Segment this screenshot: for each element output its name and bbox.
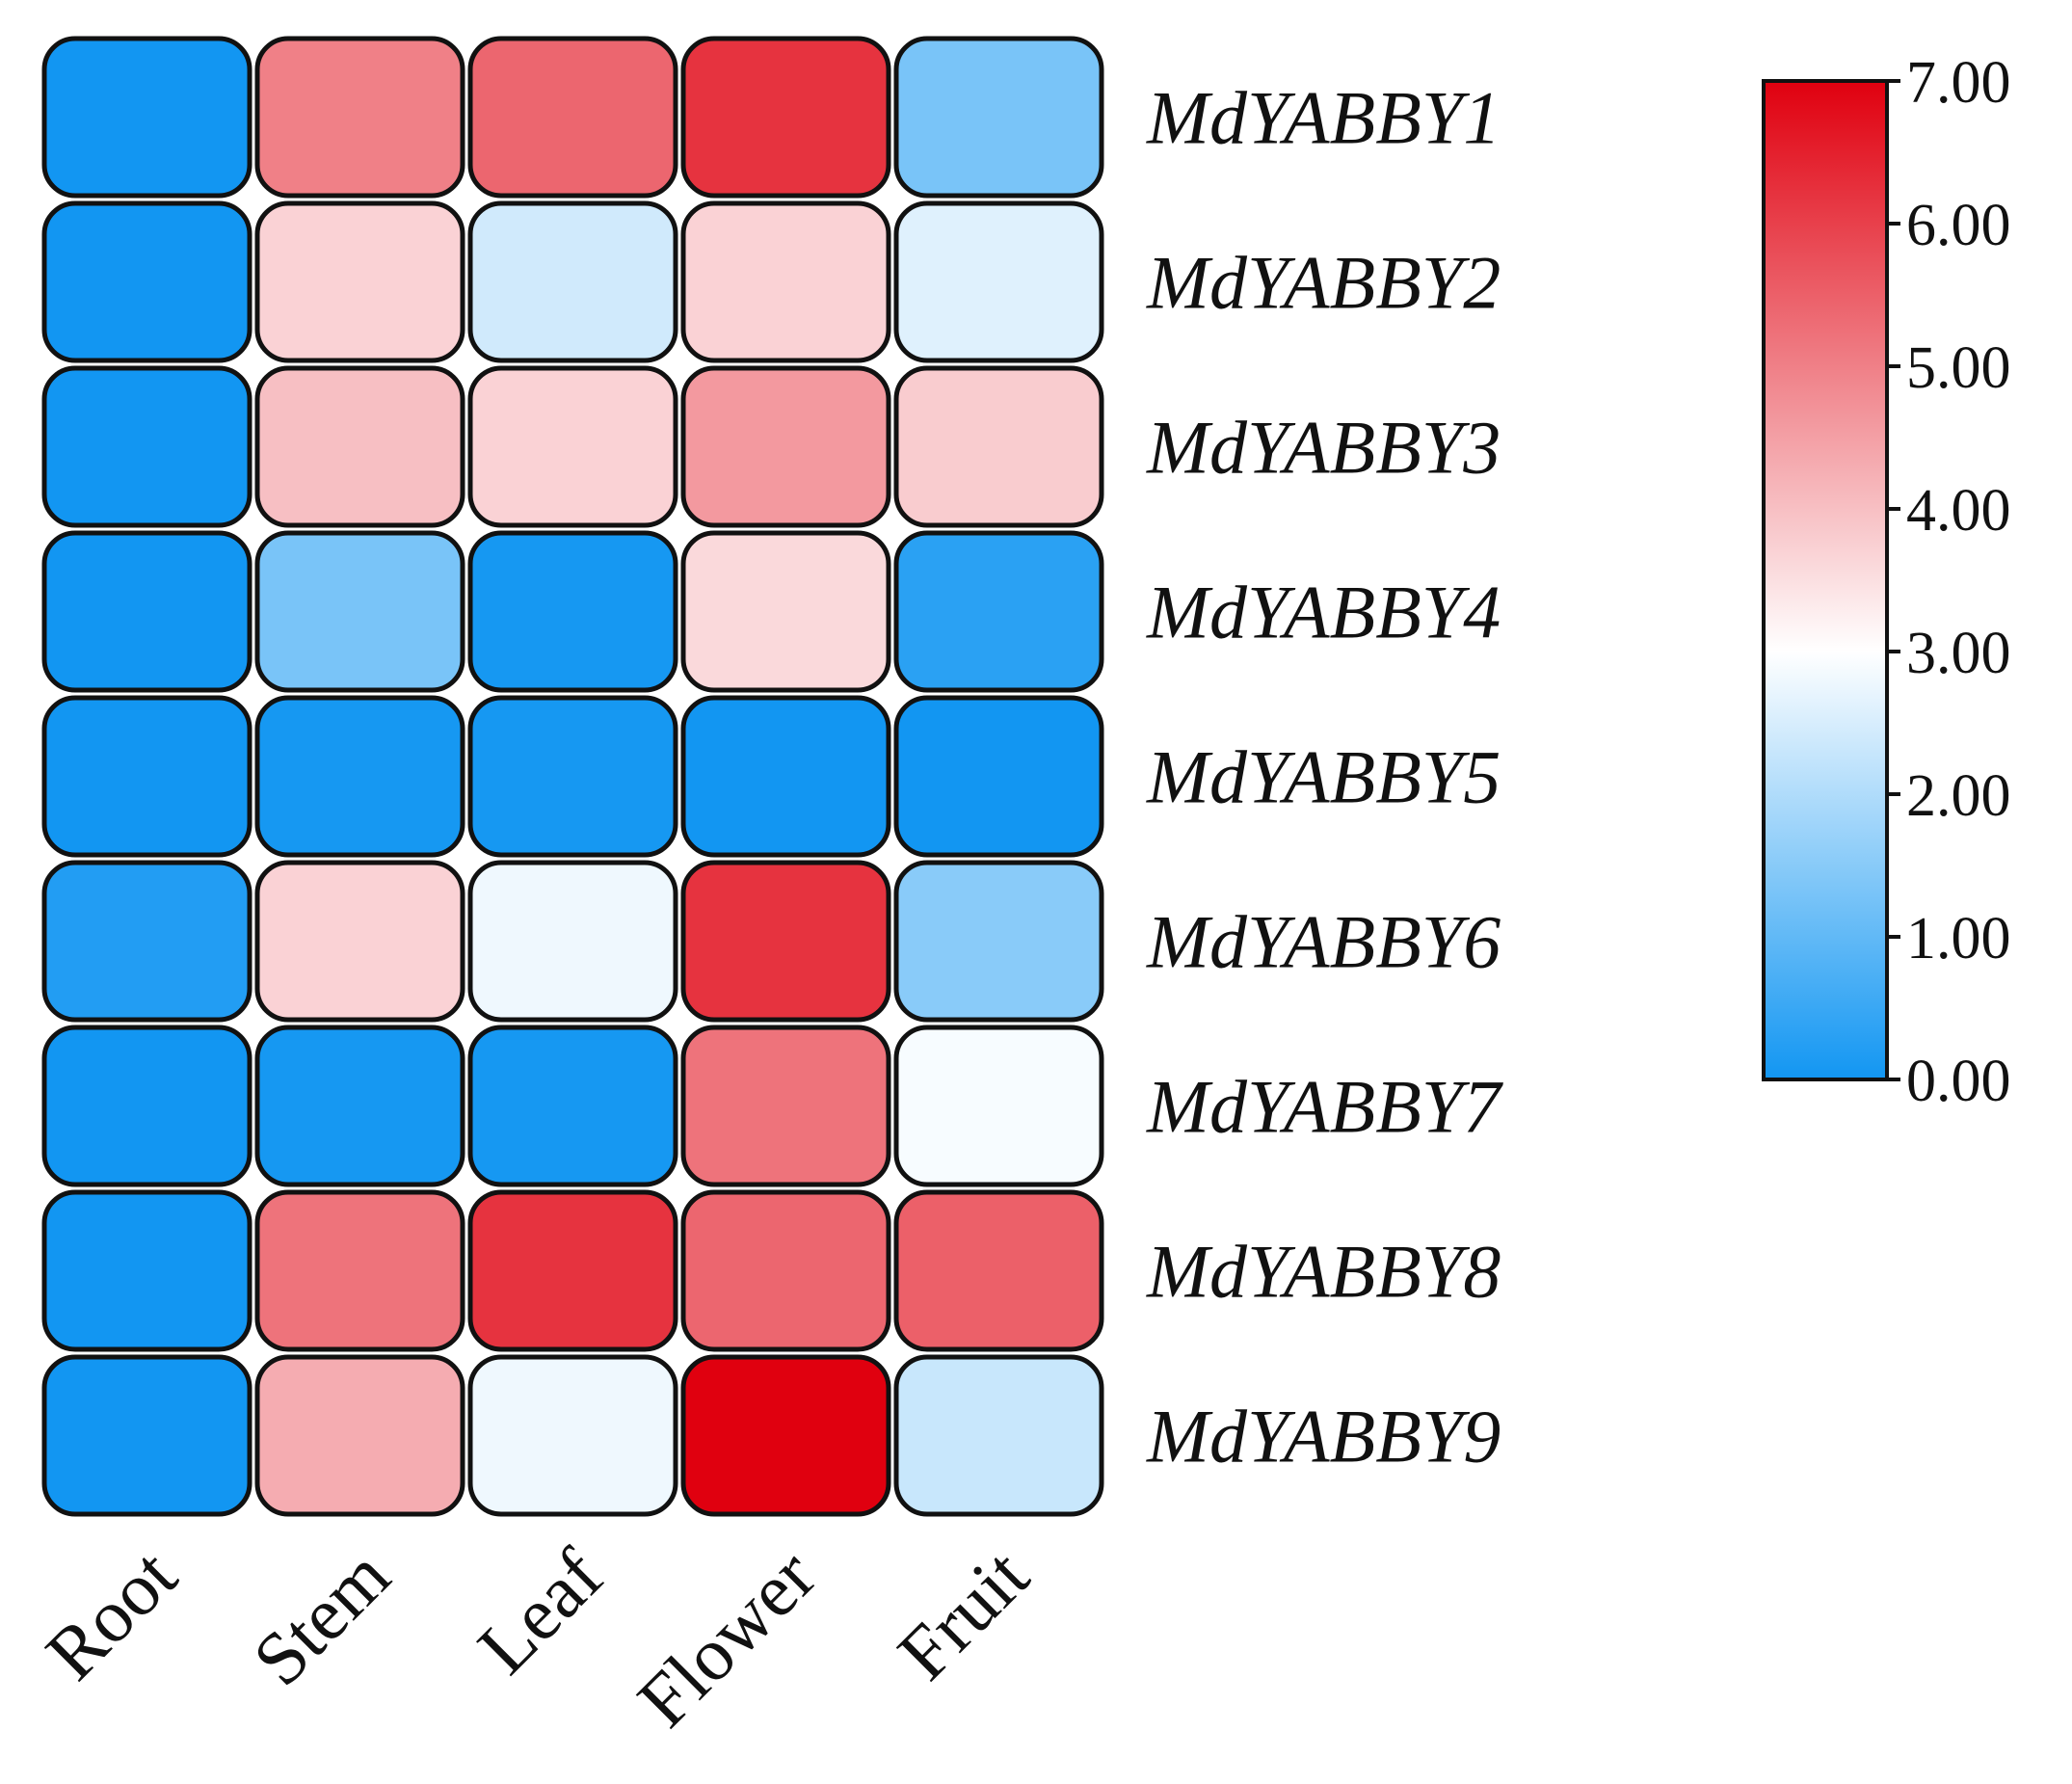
heatmap-cell-mdyabby9-fruit bbox=[893, 1354, 1104, 1517]
heatmap-cell-mdyabby9-leaf bbox=[467, 1354, 678, 1517]
heatmap-cell-mdyabby6-root bbox=[41, 860, 252, 1023]
heatmap-cell-mdyabby6-flower bbox=[680, 860, 891, 1023]
heatmap-cell-mdyabby1-leaf bbox=[467, 36, 678, 199]
heatmap-cell-mdyabby4-leaf bbox=[467, 530, 678, 693]
heatmap-cell-mdyabby4-root bbox=[41, 530, 252, 693]
heatmap-cell-mdyabby7-stem bbox=[254, 1025, 465, 1187]
gene-label: MdYABBY3 bbox=[1146, 406, 1501, 490]
heatmap-cell-mdyabby8-leaf bbox=[467, 1189, 678, 1352]
gene-label: MdYABBY1 bbox=[1146, 76, 1501, 160]
heatmap-cell-mdyabby2-root bbox=[41, 200, 252, 363]
heatmap-cell-mdyabby2-flower bbox=[680, 200, 891, 363]
heatmap-cell-mdyabby4-fruit bbox=[893, 530, 1104, 693]
color-scale-ticks: 0.00 1.00 2.00 3.00 4.00 5.00 6.00 7.00 bbox=[1887, 50, 2011, 1114]
heatmap-cell-mdyabby7-root bbox=[41, 1025, 252, 1187]
scale-tick-label: 1.00 bbox=[1906, 906, 2011, 972]
heatmap-cell-mdyabby3-leaf bbox=[467, 365, 678, 528]
heatmap-cell-mdyabby4-flower bbox=[680, 530, 891, 693]
heatmap-cell-mdyabby8-stem bbox=[254, 1189, 465, 1352]
gene-labels: MdYABBY1 MdYABBY2 MdYABBY3 MdYABBY4 MdYABBY5… bbox=[1146, 76, 1503, 1478]
tissue-labels: Root Stem Leaf Flower Fruit bbox=[30, 1532, 1045, 1743]
scale-tick-label: 7.00 bbox=[1906, 50, 2011, 116]
heatmap-cell-mdyabby3-flower bbox=[680, 365, 891, 528]
heatmap-cell-mdyabby7-fruit bbox=[893, 1025, 1104, 1187]
heatmap-cell-mdyabby5-flower bbox=[680, 695, 891, 858]
tissue-label: Leaf bbox=[462, 1532, 619, 1690]
gene-label: MdYABBY8 bbox=[1146, 1230, 1501, 1314]
tissue-label: Stem bbox=[237, 1533, 406, 1702]
heatmap-cell-mdyabby6-fruit bbox=[893, 860, 1104, 1023]
gene-label: MdYABBY6 bbox=[1146, 900, 1501, 984]
heatmap-cell-mdyabby2-fruit bbox=[893, 200, 1104, 363]
heatmap-cell-mdyabby8-fruit bbox=[893, 1189, 1104, 1352]
heatmap-cell-mdyabby2-stem bbox=[254, 200, 465, 363]
heatmap-cell-mdyabby2-leaf bbox=[467, 200, 678, 363]
heatmap-cell-mdyabby9-flower bbox=[680, 1354, 891, 1517]
gene-label: MdYABBY2 bbox=[1146, 241, 1501, 325]
heatmap-cell-mdyabby1-stem bbox=[254, 36, 465, 199]
scale-tick-label: 5.00 bbox=[1906, 335, 2011, 401]
heatmap-cells bbox=[41, 36, 1104, 1517]
gene-label: MdYABBY5 bbox=[1146, 735, 1501, 819]
heatmap-cell-mdyabby1-flower bbox=[680, 36, 891, 199]
heatmap-cell-mdyabby5-fruit bbox=[893, 695, 1104, 858]
heatmap-cell-mdyabby9-root bbox=[41, 1354, 252, 1517]
heatmap-cell-mdyabby6-stem bbox=[254, 860, 465, 1023]
heatmap-cell-mdyabby4-stem bbox=[254, 530, 465, 693]
scale-tick-label: 4.00 bbox=[1906, 478, 2011, 544]
tissue-label: Flower bbox=[622, 1532, 832, 1743]
heatmap-cell-mdyabby1-root bbox=[41, 36, 252, 199]
heatmap-cell-mdyabby3-root bbox=[41, 365, 252, 528]
gene-label: MdYABBY7 bbox=[1146, 1065, 1503, 1149]
heatmap-cell-mdyabby5-leaf bbox=[467, 695, 678, 858]
gene-label: MdYABBY4 bbox=[1146, 571, 1501, 654]
color-scale-legend: 0.00 1.00 2.00 3.00 4.00 5.00 6.00 7.00 bbox=[1762, 50, 2011, 1114]
heatmap-cell-mdyabby3-stem bbox=[254, 365, 465, 528]
heatmap-cell-mdyabby5-stem bbox=[254, 695, 465, 858]
heatmap-cell-mdyabby3-fruit bbox=[893, 365, 1104, 528]
heatmap-cell-mdyabby8-root bbox=[41, 1189, 252, 1352]
tissue-label: Root bbox=[30, 1532, 193, 1695]
heatmap-cell-mdyabby8-flower bbox=[680, 1189, 891, 1352]
tissue-label: Fruit bbox=[882, 1532, 1045, 1695]
color-scale-bar bbox=[1762, 79, 1889, 1081]
scale-tick-label: 6.00 bbox=[1906, 193, 2011, 258]
scale-tick-label: 0.00 bbox=[1906, 1049, 2011, 1114]
heatmap-cell-mdyabby7-flower bbox=[680, 1025, 891, 1187]
heatmap-cell-mdyabby5-root bbox=[41, 695, 252, 858]
heatmap-cell-mdyabby7-leaf bbox=[467, 1025, 678, 1187]
heatmap-cell-mdyabby9-stem bbox=[254, 1354, 465, 1517]
heatmap-cell-mdyabby6-leaf bbox=[467, 860, 678, 1023]
scale-tick-label: 3.00 bbox=[1906, 621, 2011, 686]
gene-label: MdYABBY9 bbox=[1146, 1395, 1501, 1478]
scale-tick-label: 2.00 bbox=[1906, 763, 2011, 829]
heatmap-cell-mdyabby1-fruit bbox=[893, 36, 1104, 199]
